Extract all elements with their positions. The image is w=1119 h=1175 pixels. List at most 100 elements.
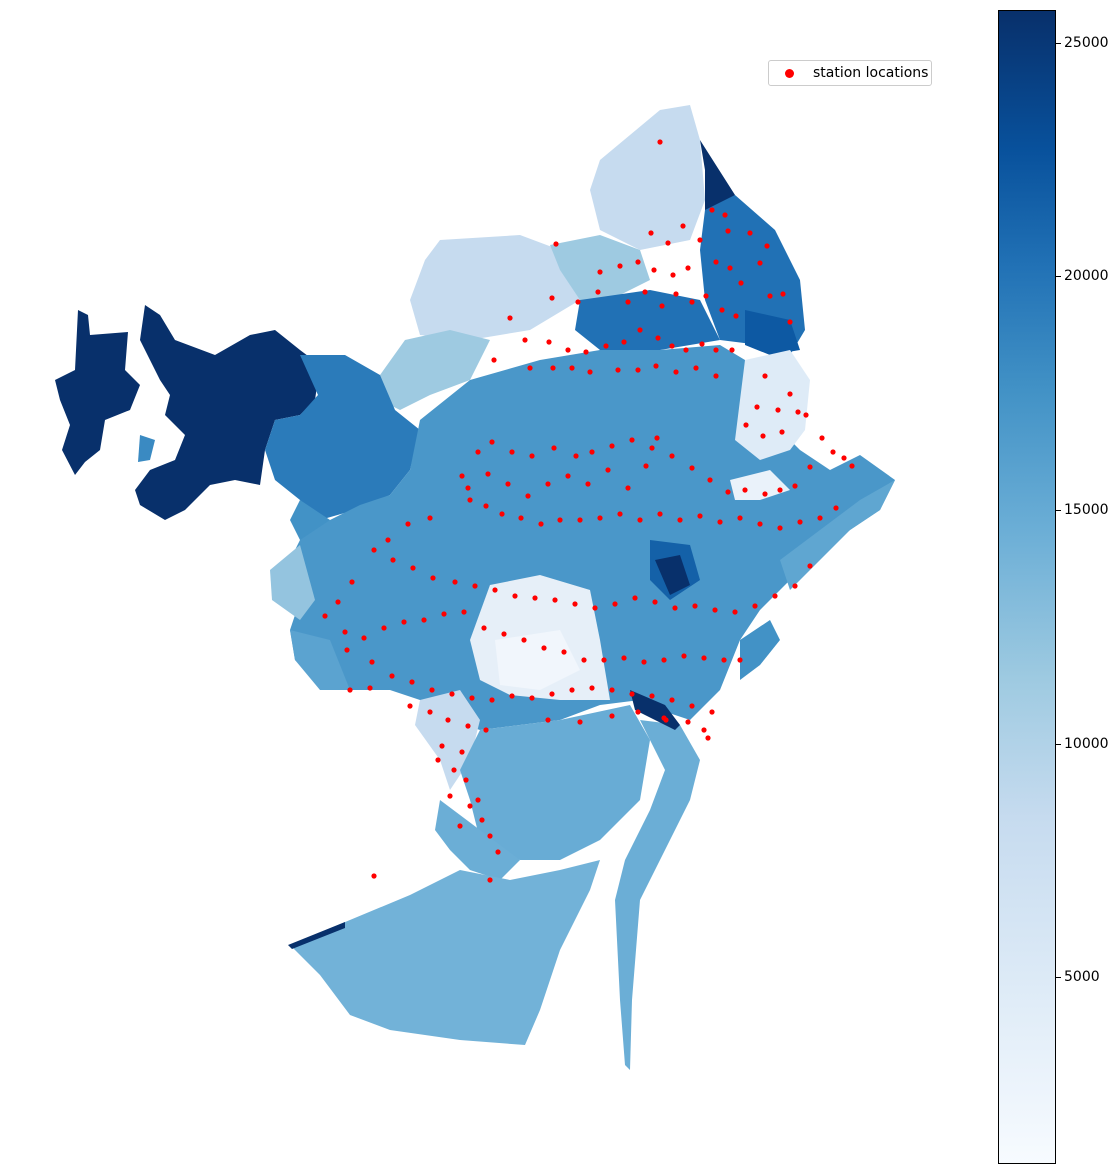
station-point [561, 649, 567, 655]
region-west-dark-main [135, 305, 320, 520]
station-point [721, 657, 727, 663]
station-point [565, 473, 571, 479]
station-point [577, 719, 583, 725]
colorbar-tick-label: 25000 [1064, 34, 1109, 51]
station-point [489, 697, 495, 703]
station-point [764, 243, 770, 249]
station-point [361, 635, 367, 641]
station-point [637, 517, 643, 523]
station-point [609, 687, 615, 693]
station-point [701, 655, 707, 661]
station-point [441, 611, 447, 617]
station-point [371, 873, 377, 879]
legend-label: station locations [813, 65, 929, 81]
station-point [775, 407, 781, 413]
station-point [703, 293, 709, 299]
station-point [654, 435, 660, 441]
region-zona-franca-edge [288, 922, 345, 949]
station-point [642, 289, 648, 295]
station-point [585, 481, 591, 487]
station-point [452, 579, 458, 585]
station-point [615, 367, 621, 373]
station-point [795, 409, 801, 415]
region-northwest-light [410, 235, 580, 340]
station-point [410, 565, 416, 571]
region-east-light [735, 350, 810, 460]
station-point [369, 659, 375, 665]
station-point [322, 613, 328, 619]
station-point [692, 603, 698, 609]
station-point [457, 823, 463, 829]
station-point [405, 521, 411, 527]
station-point [767, 293, 773, 299]
station-point [635, 709, 641, 715]
station-point [335, 599, 341, 605]
station-point [621, 655, 627, 661]
station-point [445, 717, 451, 723]
station-point [512, 593, 518, 599]
region-north-mid-light [550, 235, 650, 300]
station-point [792, 483, 798, 489]
map-regions [55, 105, 895, 1070]
station-point [475, 449, 481, 455]
station-point [621, 339, 627, 345]
region-center-dark-patches [575, 290, 720, 350]
station-point [612, 601, 618, 607]
station-point [780, 291, 786, 297]
station-point [549, 691, 555, 697]
station-point [589, 449, 595, 455]
station-point [762, 373, 768, 379]
station-point [665, 240, 671, 246]
station-point [489, 439, 495, 445]
station-point [435, 757, 441, 763]
station-point [641, 659, 647, 665]
station-point [487, 877, 493, 883]
station-point [390, 557, 396, 563]
station-point [807, 563, 813, 569]
legend-box: station locations [768, 60, 932, 86]
region-center-white [495, 630, 580, 690]
station-point [521, 637, 527, 643]
station-point [349, 579, 355, 585]
station-point [595, 289, 601, 295]
station-point [807, 464, 813, 470]
station-point [792, 583, 798, 589]
station-point [787, 391, 793, 397]
station-point [743, 422, 749, 428]
region-coast-blue [740, 620, 780, 680]
station-point [737, 657, 743, 663]
station-point [549, 295, 555, 301]
station-point [529, 453, 535, 459]
colorbar-tick-label: 10000 [1064, 735, 1109, 752]
station-point [459, 473, 465, 479]
station-point [527, 365, 533, 371]
station-point [509, 693, 515, 699]
region-west-mid2 [138, 435, 155, 462]
station-point [727, 265, 733, 271]
station-point [693, 365, 699, 371]
station-point [463, 777, 469, 783]
station-point [629, 437, 635, 443]
station-point [777, 487, 783, 493]
station-point [653, 363, 659, 369]
station-point [597, 515, 603, 521]
station-point [407, 703, 413, 709]
station-point [833, 505, 839, 511]
station-point [697, 513, 703, 519]
station-point [680, 223, 686, 229]
region-northeast-dark [700, 140, 735, 215]
station-point [367, 685, 373, 691]
station-point [617, 511, 623, 517]
region-zona-franca [290, 860, 600, 1045]
station-point [344, 647, 350, 653]
region-port-piers [615, 720, 700, 1070]
station-point [467, 803, 473, 809]
station-point [661, 657, 667, 663]
station-point [722, 212, 728, 218]
station-point [479, 817, 485, 823]
station-point [501, 631, 507, 637]
station-point [652, 599, 658, 605]
station-point [648, 230, 654, 236]
station-point [729, 347, 735, 353]
station-point [532, 595, 538, 601]
